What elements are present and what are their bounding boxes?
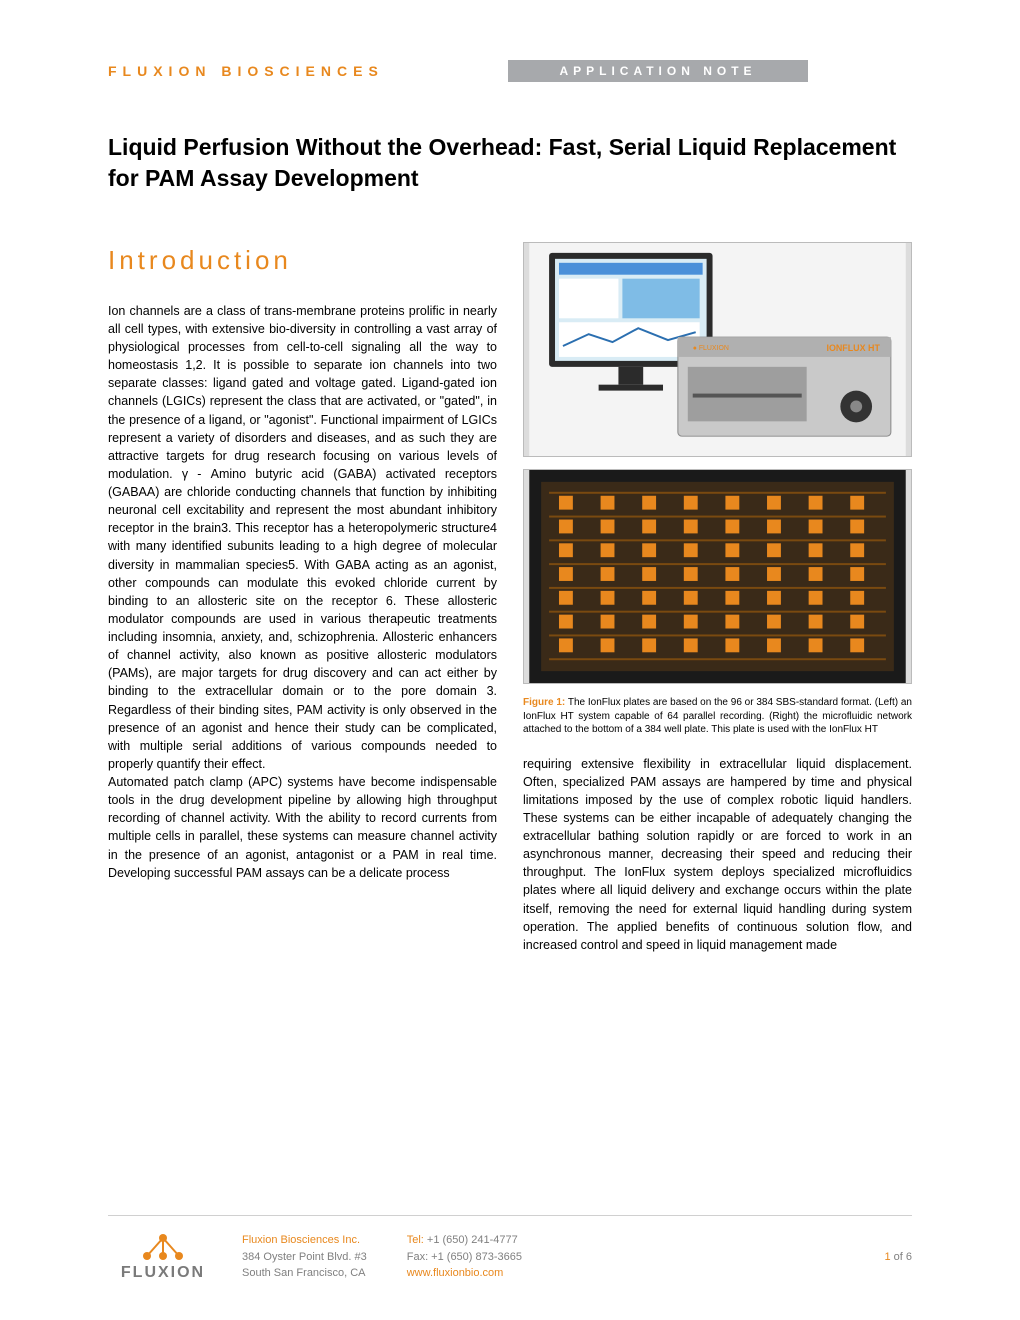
fluxion-logo-icon: [137, 1232, 189, 1262]
intro-body-left: Ion channels are a class of trans-membra…: [108, 302, 497, 882]
svg-text:IONFLUX HT: IONFLUX HT: [826, 343, 880, 353]
figure-1-caption-text: The IonFlux plates are based on the 96 o…: [523, 697, 912, 735]
footer-tel-label: Tel:: [407, 1234, 424, 1246]
footer-company: Fluxion Biosciences Inc.: [242, 1232, 367, 1249]
footer-logo: FLUXION: [108, 1232, 218, 1282]
body-columns: Introduction Ion channels are a class of…: [108, 242, 912, 954]
figure-1-image-a: IONFLUX HT ● FLUXION: [523, 242, 912, 457]
footer-fax: Fax: +1 (650) 873-3665: [407, 1249, 522, 1266]
page-number: 1 of 6: [884, 1251, 912, 1263]
intro-body-right: requiring extensive flexibility in extra…: [523, 755, 912, 954]
instrument-illustration: IONFLUX HT ● FLUXION: [524, 243, 911, 456]
footer-tel: +1 (650) 241-4777: [424, 1234, 518, 1246]
footer-address-1: 384 Oyster Point Blvd. #3: [242, 1249, 367, 1266]
figure-1-image-b: [523, 469, 912, 684]
page-footer: FLUXION Fluxion Biosciences Inc. 384 Oys…: [108, 1215, 912, 1282]
footer-address-2: South San Francisco, CA: [242, 1265, 367, 1282]
footer-info-columns: Fluxion Biosciences Inc. 384 Oyster Poin…: [242, 1232, 860, 1282]
page-total: 6: [906, 1251, 912, 1263]
brand-name: FLUXION BIOSCIENCES: [108, 63, 508, 79]
right-column: IONFLUX HT ● FLUXION: [523, 242, 912, 954]
left-column: Introduction Ion channels are a class of…: [108, 242, 497, 954]
figure-1-label: Figure 1:: [523, 697, 565, 708]
page-header: FLUXION BIOSCIENCES APPLICATION NOTE: [108, 60, 912, 82]
well-plate-illustration: [524, 470, 911, 683]
footer-web: www.fluxionbio.com: [407, 1265, 522, 1282]
svg-text:● FLUXION: ● FLUXION: [693, 345, 729, 352]
intro-heading: Introduction: [108, 242, 497, 280]
document-title: Liquid Perfusion Without the Overhead: F…: [108, 132, 912, 194]
page-sep: of: [891, 1251, 906, 1263]
footer-logo-text: FLUXION: [108, 1264, 218, 1282]
footer-address-col: Fluxion Biosciences Inc. 384 Oyster Poin…: [242, 1232, 367, 1282]
figure-1-caption: Figure 1: The IonFlux plates are based o…: [523, 696, 912, 737]
doc-type-badge: APPLICATION NOTE: [508, 60, 808, 82]
footer-contact-col: Tel: +1 (650) 241-4777 Fax: +1 (650) 873…: [407, 1232, 522, 1282]
